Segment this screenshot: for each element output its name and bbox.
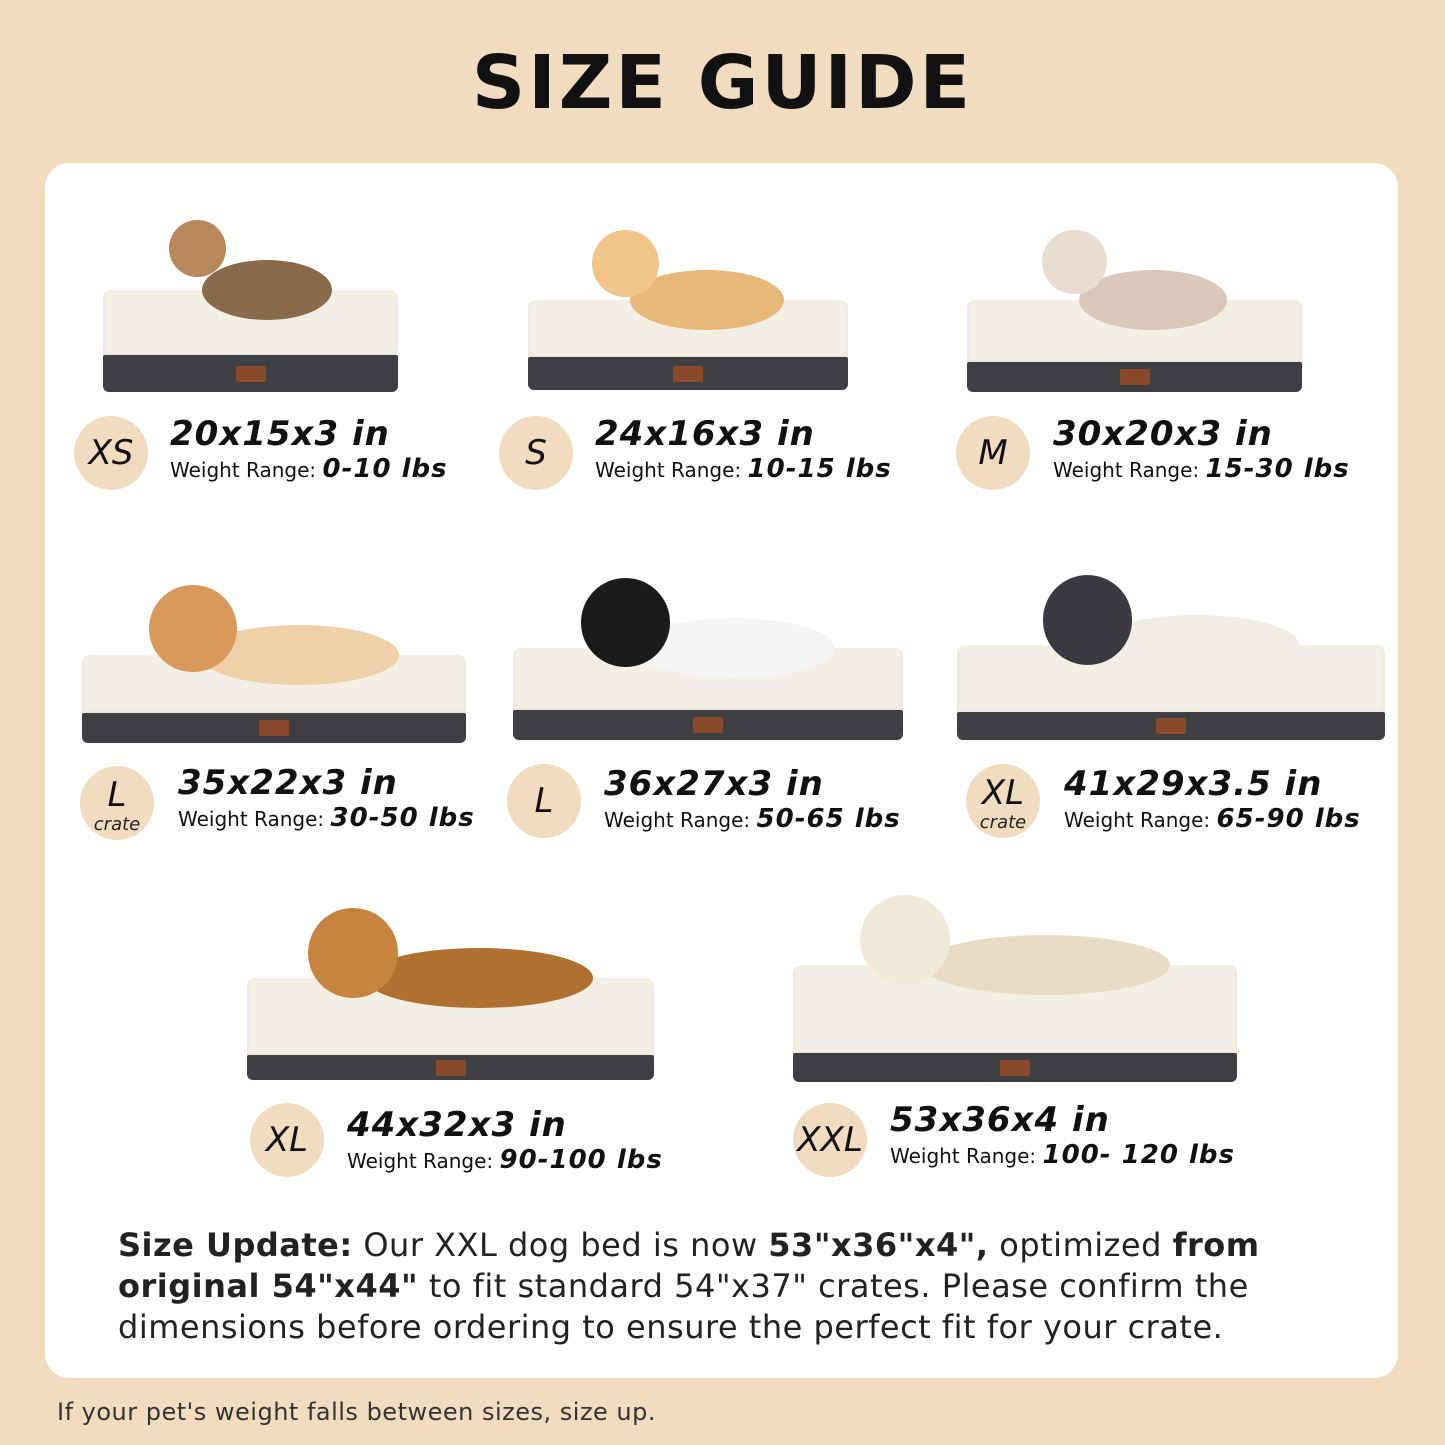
weight-value: 90-100 lbs	[499, 1145, 663, 1175]
pet-image	[592, 230, 784, 330]
weight-range: Weight Range: 10-15 lbs	[595, 454, 892, 484]
size-badge: XL crate	[966, 764, 1040, 838]
note-bold: 53"x36"x4",	[768, 1226, 989, 1264]
pet-image	[149, 585, 399, 685]
weight-label: Weight Range:	[604, 808, 751, 832]
size-subtitle: crate	[93, 814, 141, 835]
size-subtitle: crate	[979, 812, 1027, 833]
weight-range: Weight Range: 15-30 lbs	[1053, 454, 1350, 484]
size-code: M	[978, 433, 1008, 473]
weight-value: 100- 120 lbs	[1042, 1140, 1235, 1170]
weight-range: Weight Range: 65-90 lbs	[1064, 804, 1361, 834]
weight-value: 10-15 lbs	[747, 454, 892, 484]
footer-note: If your pet's weight falls between sizes…	[57, 1398, 657, 1426]
size-update-note: Size Update: Our XXL dog bed is now 53"x…	[118, 1225, 1348, 1348]
size-badge: S	[499, 416, 573, 490]
weight-range: Weight Range: 0-10 lbs	[170, 454, 448, 484]
bed-dimensions: 44x32x3 in	[347, 1105, 567, 1145]
size-badge: L	[507, 764, 581, 838]
bed-dimensions: 53x36x4 in	[890, 1100, 1110, 1140]
pet-image	[308, 908, 593, 1008]
pet-bed-image	[513, 648, 903, 740]
pet-image	[169, 220, 332, 320]
note-text: to fit standard 54"x37" crates. Please c…	[118, 1267, 1249, 1346]
size-badge: M	[956, 416, 1030, 490]
size-badge: XS	[74, 416, 148, 490]
weight-range: Weight Range: 90-100 lbs	[347, 1145, 663, 1175]
size-code: S	[525, 433, 547, 473]
weight-value: 15-30 lbs	[1205, 454, 1350, 484]
size-code: XS	[88, 433, 134, 473]
weight-label: Weight Range:	[178, 807, 325, 831]
bed-dimensions: 20x15x3 in	[170, 414, 390, 454]
weight-range: Weight Range: 50-65 lbs	[604, 804, 901, 834]
weight-value: 50-65 lbs	[756, 804, 901, 834]
bed-dimensions: 30x20x3 in	[1053, 414, 1273, 454]
page-title: SIZE GUIDE	[471, 40, 974, 126]
weight-label: Weight Range:	[1053, 458, 1200, 482]
size-badge: L crate	[80, 766, 154, 840]
weight-value: 0-10 lbs	[322, 454, 448, 484]
pet-image	[1042, 575, 1300, 675]
size-badge: XXL	[793, 1103, 867, 1177]
weight-label: Weight Range:	[347, 1149, 494, 1173]
weight-range: Weight Range: 100- 120 lbs	[890, 1140, 1235, 1170]
bed-dimensions: 24x16x3 in	[595, 414, 815, 454]
note-bold: from original 54"x44"	[118, 1226, 1260, 1305]
weight-label: Weight Range:	[170, 458, 317, 482]
size-code: L	[534, 781, 554, 821]
weight-label: Weight Range:	[890, 1144, 1037, 1168]
pet-image	[1042, 230, 1227, 330]
size-code: XXL	[797, 1120, 863, 1160]
weight-value: 65-90 lbs	[1216, 804, 1361, 834]
weight-label: Weight Range:	[1064, 808, 1211, 832]
note-text: optimized	[988, 1226, 1173, 1264]
bed-dimensions: 35x22x3 in	[178, 763, 398, 803]
weight-range: Weight Range: 30-50 lbs	[178, 803, 475, 833]
bed-dimensions: 41x29x3.5 in	[1064, 764, 1323, 804]
size-code: XL	[265, 1120, 309, 1160]
pet-image	[581, 578, 835, 678]
size-code: XL	[981, 773, 1025, 813]
weight-value: 30-50 lbs	[330, 803, 475, 833]
size-badge: XL	[250, 1103, 324, 1177]
size-code: L	[107, 775, 127, 815]
pet-image	[859, 895, 1171, 995]
note-lead: Size Update:	[118, 1226, 353, 1264]
bed-dimensions: 36x27x3 in	[604, 764, 824, 804]
weight-label: Weight Range:	[595, 458, 742, 482]
note-text: Our XXL dog bed is now	[352, 1226, 769, 1264]
